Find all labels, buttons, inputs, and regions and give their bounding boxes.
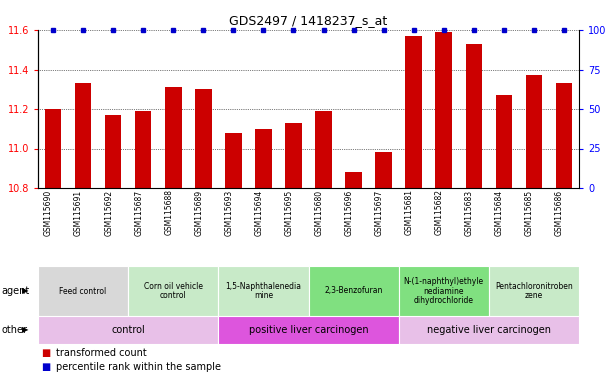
Bar (195, 89, 211, 188)
Text: negative liver carcinogen: negative liver carcinogen (427, 325, 551, 335)
Text: 2,3-Benzofuran: 2,3-Benzofuran (324, 286, 382, 296)
Text: agent: agent (1, 286, 29, 296)
Bar (255, 129, 272, 188)
Bar (398, 316, 579, 344)
Bar (45, 109, 61, 188)
Text: ■: ■ (41, 362, 50, 372)
Bar (406, 36, 422, 188)
Bar (218, 266, 309, 316)
Bar (315, 111, 332, 188)
Text: GDS2497 / 1418237_s_at: GDS2497 / 1418237_s_at (229, 14, 387, 27)
Bar (218, 316, 398, 344)
Text: ▶: ▶ (22, 286, 29, 296)
Text: control: control (111, 325, 145, 335)
Bar (489, 266, 579, 316)
Bar (496, 95, 512, 188)
Text: N-(1-naphthyl)ethyle
nediamine
dihydrochloride: N-(1-naphthyl)ethyle nediamine dihydroch… (404, 277, 484, 305)
Text: Pentachloronitroben
zene: Pentachloronitroben zene (495, 281, 573, 300)
Bar (556, 83, 573, 188)
Bar (466, 44, 482, 188)
Bar (165, 87, 181, 188)
Text: percentile rank within the sample: percentile rank within the sample (56, 362, 221, 372)
Bar (128, 266, 218, 316)
Text: other: other (1, 325, 27, 335)
Text: Corn oil vehicle
control: Corn oil vehicle control (144, 281, 203, 300)
Bar (309, 266, 398, 316)
Text: ■: ■ (41, 348, 50, 358)
Text: Feed control: Feed control (59, 286, 107, 296)
Text: transformed count: transformed count (56, 348, 147, 358)
Bar (398, 266, 489, 316)
Bar (285, 123, 302, 188)
Bar (75, 83, 92, 188)
Text: ▶: ▶ (22, 326, 29, 334)
Bar (105, 115, 122, 188)
Bar (225, 133, 241, 188)
Text: 1,5-Naphthalenedia
mine: 1,5-Naphthalenedia mine (225, 281, 301, 300)
Bar (436, 32, 452, 188)
Bar (38, 316, 218, 344)
Bar (345, 172, 362, 188)
Bar (375, 152, 392, 188)
Bar (38, 266, 128, 316)
Bar (135, 111, 152, 188)
Bar (525, 75, 542, 188)
Text: positive liver carcinogen: positive liver carcinogen (249, 325, 368, 335)
